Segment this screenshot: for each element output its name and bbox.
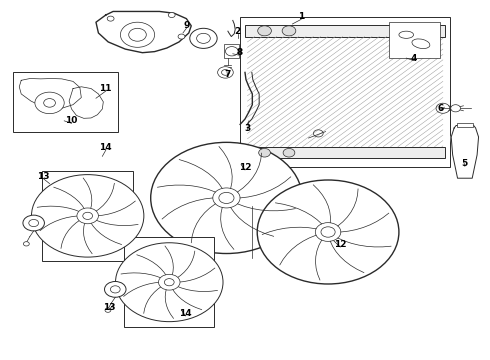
- Circle shape: [321, 227, 335, 237]
- Text: 3: 3: [245, 123, 250, 132]
- Circle shape: [105, 308, 111, 312]
- Text: 9: 9: [183, 21, 190, 30]
- Circle shape: [104, 282, 126, 297]
- Circle shape: [219, 192, 234, 203]
- Polygon shape: [19, 78, 81, 109]
- Text: 10: 10: [65, 116, 78, 125]
- Text: 5: 5: [462, 159, 468, 168]
- Circle shape: [107, 16, 114, 21]
- Text: 7: 7: [225, 70, 231, 79]
- Circle shape: [259, 148, 270, 157]
- Circle shape: [315, 222, 341, 241]
- Circle shape: [24, 242, 29, 246]
- Text: 4: 4: [411, 54, 417, 63]
- Circle shape: [23, 215, 45, 231]
- Text: 14: 14: [179, 309, 192, 318]
- Circle shape: [168, 13, 175, 18]
- Text: 2: 2: [235, 27, 241, 36]
- Bar: [245, 25, 445, 37]
- Circle shape: [83, 212, 93, 220]
- Text: 11: 11: [99, 84, 112, 93]
- Text: 13: 13: [103, 303, 116, 312]
- Text: 6: 6: [437, 104, 443, 113]
- Bar: [389, 22, 441, 58]
- Circle shape: [44, 99, 55, 107]
- Polygon shape: [451, 126, 479, 178]
- Circle shape: [35, 92, 64, 114]
- Circle shape: [151, 142, 302, 253]
- Circle shape: [121, 22, 155, 47]
- Circle shape: [451, 105, 461, 112]
- Bar: [13, 72, 118, 132]
- Circle shape: [31, 175, 144, 257]
- Circle shape: [283, 148, 295, 157]
- Polygon shape: [69, 87, 103, 118]
- Ellipse shape: [412, 39, 430, 49]
- Circle shape: [159, 274, 180, 290]
- Circle shape: [129, 28, 147, 41]
- Bar: [240, 17, 450, 167]
- Circle shape: [282, 26, 296, 36]
- Text: 8: 8: [236, 48, 242, 57]
- Circle shape: [77, 208, 98, 224]
- Text: 13: 13: [37, 172, 50, 181]
- Circle shape: [110, 286, 120, 293]
- Circle shape: [225, 46, 238, 56]
- Circle shape: [29, 220, 39, 226]
- Polygon shape: [96, 12, 191, 53]
- Text: 14: 14: [99, 143, 112, 152]
- Circle shape: [221, 69, 229, 75]
- Circle shape: [116, 243, 223, 321]
- Circle shape: [257, 180, 399, 284]
- Bar: [43, 171, 133, 261]
- Ellipse shape: [399, 31, 414, 39]
- Circle shape: [164, 279, 174, 286]
- Text: 1: 1: [298, 12, 304, 21]
- Bar: [224, 44, 239, 58]
- Text: 12: 12: [334, 240, 346, 249]
- Text: 12: 12: [239, 163, 251, 172]
- Bar: [124, 237, 215, 327]
- Bar: [245, 147, 445, 158]
- Circle shape: [218, 67, 233, 78]
- Circle shape: [196, 33, 210, 43]
- Circle shape: [213, 188, 240, 208]
- Circle shape: [258, 26, 271, 36]
- Bar: [457, 123, 473, 127]
- Circle shape: [190, 28, 217, 48]
- Circle shape: [178, 34, 185, 39]
